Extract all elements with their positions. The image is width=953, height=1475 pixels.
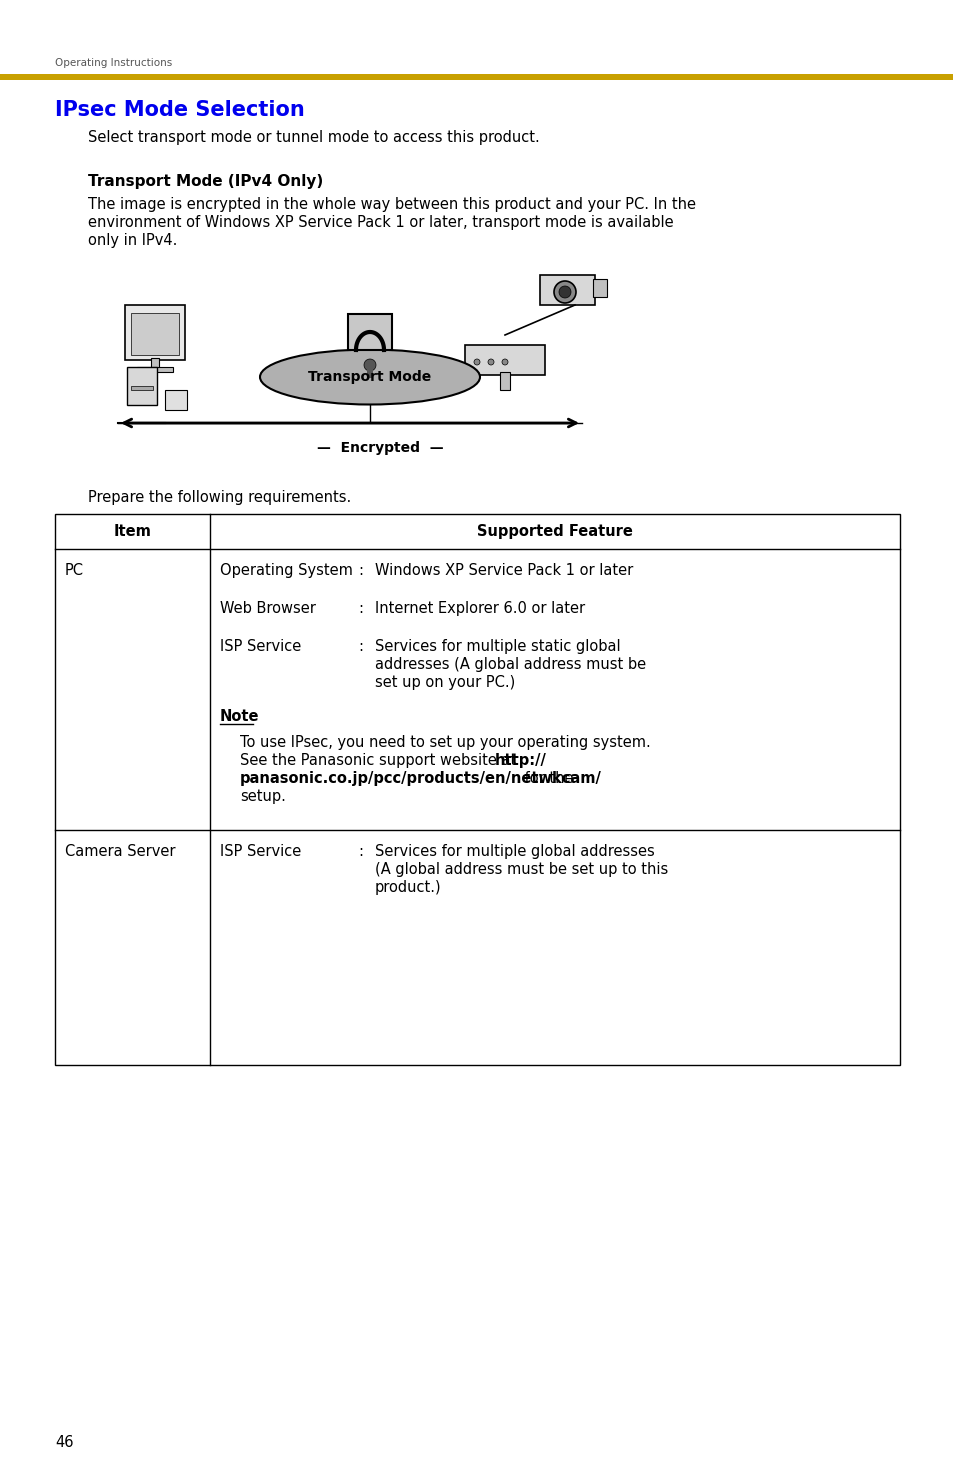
Bar — [593, 279, 606, 296]
Text: product.): product.) — [375, 881, 441, 895]
Text: Supported Feature: Supported Feature — [476, 524, 632, 538]
Bar — [464, 345, 544, 375]
Text: addresses (A global address must be: addresses (A global address must be — [375, 656, 645, 673]
Text: :: : — [357, 844, 363, 858]
Text: ISP Service: ISP Service — [220, 639, 301, 653]
Bar — [127, 367, 157, 406]
Circle shape — [554, 282, 576, 302]
Circle shape — [501, 358, 507, 364]
Ellipse shape — [260, 350, 479, 404]
Bar — [131, 313, 179, 355]
Text: See the Panasonic support website at: See the Panasonic support website at — [240, 754, 520, 768]
Text: Operating System: Operating System — [220, 563, 353, 578]
Text: :: : — [357, 639, 363, 653]
Text: environment of Windows XP Service Pack 1 or later, transport mode is available: environment of Windows XP Service Pack 1… — [88, 215, 673, 230]
Circle shape — [488, 358, 494, 364]
Bar — [125, 305, 185, 360]
Text: Transport Mode: Transport Mode — [308, 370, 431, 384]
Circle shape — [364, 358, 375, 372]
Text: Services for multiple static global: Services for multiple static global — [375, 639, 620, 653]
Text: Internet Explorer 6.0 or later: Internet Explorer 6.0 or later — [375, 600, 584, 617]
Circle shape — [474, 358, 479, 364]
Bar — [55, 513, 899, 1065]
Text: PC: PC — [65, 563, 84, 578]
Text: Services for multiple global addresses: Services for multiple global addresses — [375, 844, 654, 858]
Bar — [165, 389, 187, 410]
Bar — [539, 274, 595, 305]
Text: The image is encrypted in the whole way between this product and your PC. In the: The image is encrypted in the whole way … — [88, 198, 696, 212]
Text: Transport Mode (IPv4 Only): Transport Mode (IPv4 Only) — [88, 174, 323, 189]
Text: IPsec Mode Selection: IPsec Mode Selection — [55, 100, 304, 119]
Text: :: : — [357, 563, 363, 578]
Text: Item: Item — [113, 524, 152, 538]
Text: :: : — [357, 600, 363, 617]
Text: Operating Instructions: Operating Instructions — [55, 58, 172, 68]
Text: 46: 46 — [55, 1435, 73, 1450]
Text: (A global address must be set up to this: (A global address must be set up to this — [375, 861, 667, 878]
Bar — [137, 367, 172, 372]
Text: Select transport mode or tunnel mode to access this product.: Select transport mode or tunnel mode to … — [88, 130, 539, 145]
Text: To use IPsec, you need to set up your operating system.: To use IPsec, you need to set up your op… — [240, 735, 650, 749]
Text: setup.: setup. — [240, 789, 286, 804]
Bar — [348, 314, 392, 350]
Bar — [367, 366, 373, 378]
Text: only in IPv4.: only in IPv4. — [88, 233, 177, 248]
Text: set up on your PC.): set up on your PC.) — [375, 676, 515, 690]
Text: ISP Service: ISP Service — [220, 844, 301, 858]
Text: Note: Note — [220, 709, 259, 724]
Circle shape — [558, 286, 571, 298]
Text: Camera Server: Camera Server — [65, 844, 175, 858]
Bar — [151, 358, 159, 370]
Text: —  Encrypted  —: — Encrypted — — [316, 441, 443, 454]
Text: for the: for the — [519, 771, 573, 786]
Bar — [0, 74, 953, 80]
Text: http://: http:// — [495, 754, 546, 768]
Text: Windows XP Service Pack 1 or later: Windows XP Service Pack 1 or later — [375, 563, 633, 578]
Text: Web Browser: Web Browser — [220, 600, 315, 617]
Text: panasonic.co.jp/pcc/products/en/netwkcam/: panasonic.co.jp/pcc/products/en/netwkcam… — [240, 771, 601, 786]
Bar — [499, 372, 510, 389]
Bar — [131, 386, 152, 389]
Text: Prepare the following requirements.: Prepare the following requirements. — [88, 490, 351, 504]
